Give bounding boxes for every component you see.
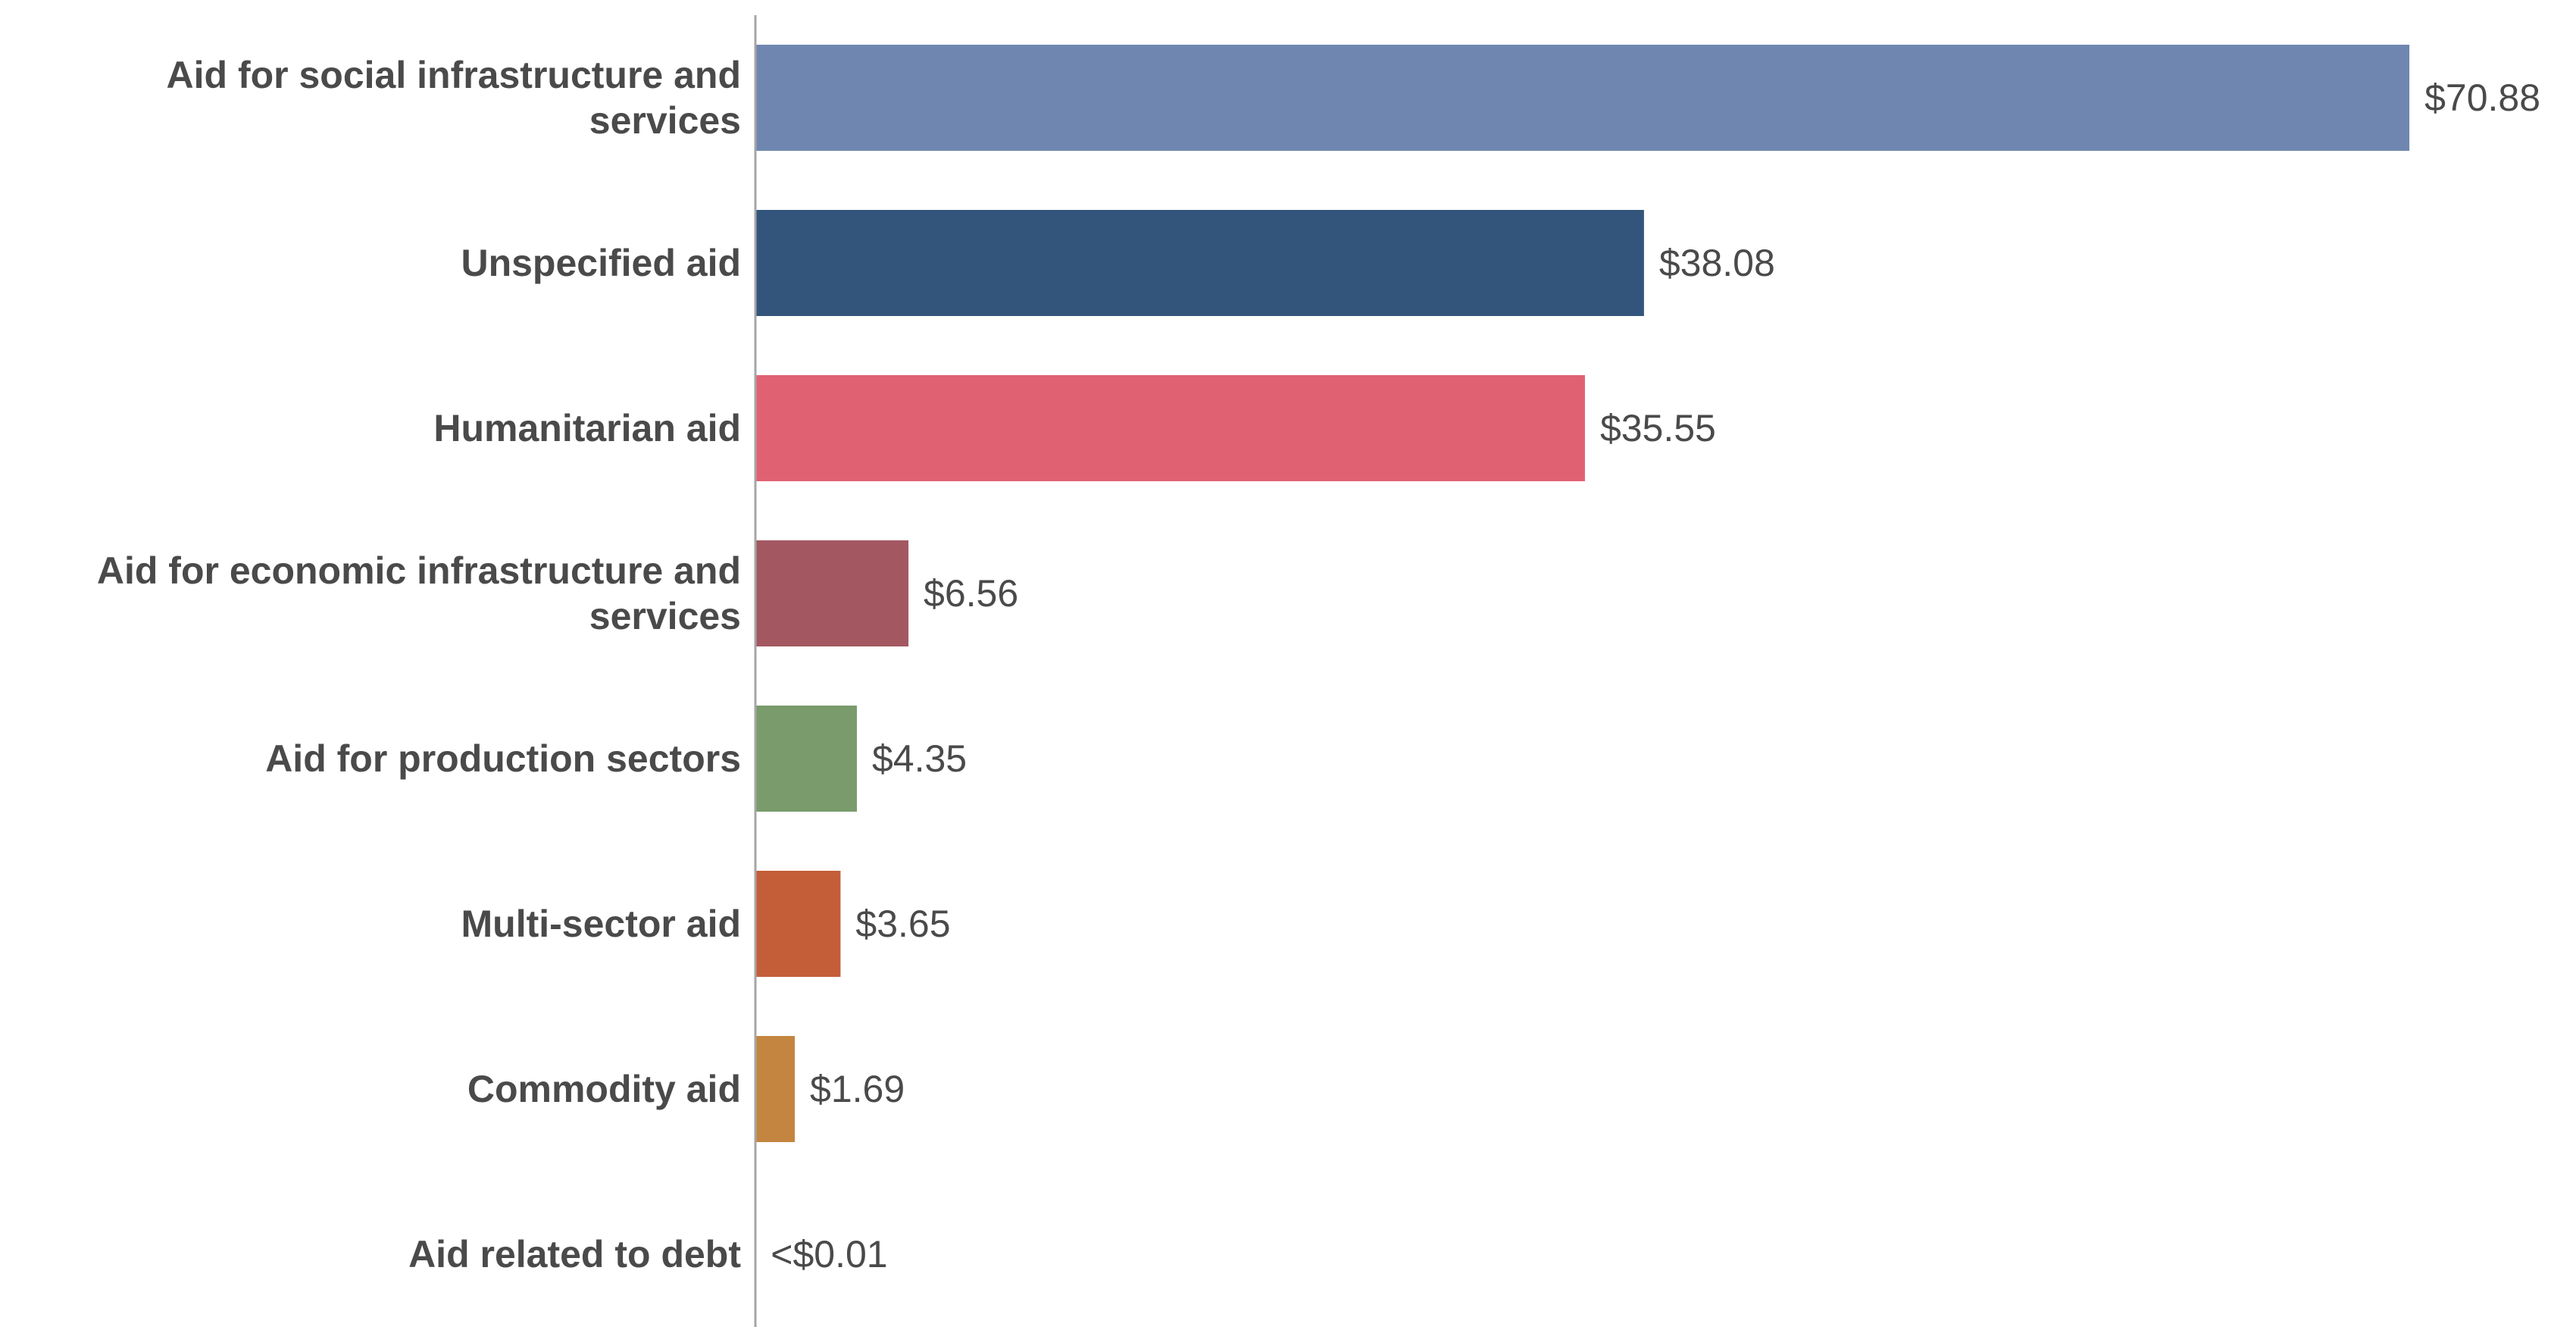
value-label-1: $38.08 xyxy=(1659,242,1775,284)
value-label-0: $70.88 xyxy=(2424,77,2540,119)
value-label-3: $6.56 xyxy=(924,572,1018,615)
bar-5 xyxy=(755,871,841,977)
bar-2 xyxy=(755,375,1585,481)
value-label-6: $1.69 xyxy=(810,1068,905,1110)
category-label-3-line-1: services xyxy=(589,595,741,637)
value-label-4: $4.35 xyxy=(872,737,967,780)
bar-4 xyxy=(755,706,857,812)
value-label-5: $3.65 xyxy=(855,903,950,945)
bar-3 xyxy=(755,540,909,646)
category-label-6-line-0: Commodity aid xyxy=(467,1068,741,1110)
value-label-7: <$0.01 xyxy=(771,1233,887,1275)
category-label-2-line-0: Humanitarian aid xyxy=(433,407,741,449)
category-label-0-line-1: services xyxy=(589,99,741,142)
category-label-0-line-0: Aid for social infrastructure and xyxy=(167,54,741,96)
category-label-3-line-0: Aid for economic infrastructure and xyxy=(97,549,741,592)
category-label-7-line-0: Aid related to debt xyxy=(408,1233,741,1275)
bar-1 xyxy=(755,210,1644,316)
bar-6 xyxy=(755,1036,796,1142)
category-labels: Aid for social infrastructure andservice… xyxy=(97,54,741,1275)
category-label-4-line-0: Aid for production sectors xyxy=(265,737,741,780)
value-labels: $70.88 $38.08 $35.55 $6.56 $4.35 $3.65 $1.69 <$… xyxy=(771,77,2540,1275)
value-label-2: $35.55 xyxy=(1600,407,1716,449)
category-label-1-line-0: Unspecified aid xyxy=(461,242,741,284)
category-label-5-line-0: Multi-sector aid xyxy=(461,903,741,945)
bar-0 xyxy=(755,45,2410,151)
bars-group xyxy=(755,45,2410,1307)
